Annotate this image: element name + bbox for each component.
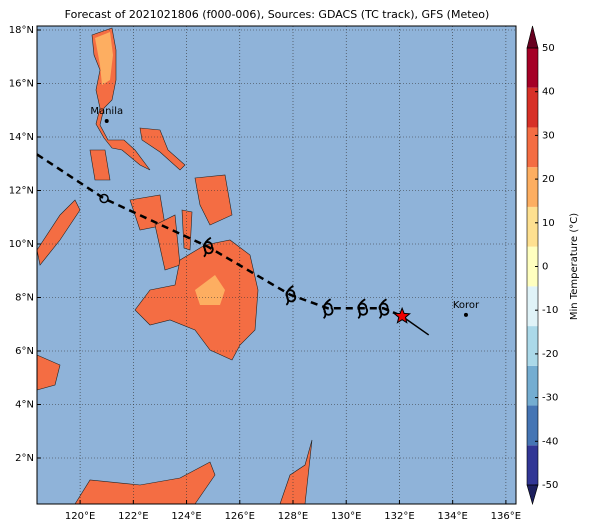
x-tick-label: 120°E — [65, 511, 95, 522]
colorbar-band — [527, 246, 538, 287]
x-tick-label: 136°E — [491, 511, 521, 522]
forecast-line — [401, 315, 430, 336]
map-frame — [36, 25, 517, 505]
colorbar-band — [527, 127, 538, 168]
colorbar-extend-high — [526, 25, 539, 49]
x-tick-label: 122°E — [118, 511, 148, 522]
x-tick-label: 128°E — [278, 511, 308, 522]
x-tick-label: 126°E — [225, 511, 255, 522]
track-line — [36, 153, 403, 318]
typhoon-symbol — [357, 298, 369, 319]
x-tick-label: 132°E — [384, 511, 414, 522]
colorbar-band — [527, 286, 538, 327]
city-label: Koror — [453, 300, 480, 311]
typhoon-symbol — [322, 298, 334, 319]
colorbar-band — [527, 365, 538, 406]
colorbar-extend-low — [526, 484, 539, 506]
colorbar-label: Min Temperature (°C) — [569, 213, 580, 320]
map-title: Forecast of 2021021806 (f000-006), Sourc… — [65, 8, 490, 21]
y-tick-label: 6°N — [15, 346, 34, 357]
colorbar-band — [527, 206, 538, 247]
colorbar-tick-label: 0 — [542, 262, 548, 273]
y-tick-label: 10°N — [9, 239, 34, 250]
typhoon-symbol — [285, 285, 297, 306]
track-point — [99, 193, 109, 204]
y-tick-label: 12°N — [9, 186, 34, 197]
colorbar-band — [527, 48, 538, 88]
colorbar-band — [527, 87, 538, 128]
colorbar-tick-label: 40 — [542, 87, 555, 98]
colorbar-tick-label: -20 — [542, 349, 558, 360]
x-tick-label: 134°E — [437, 511, 467, 522]
x-tick-label: 124°E — [171, 511, 201, 522]
colorbar-tick-label: -30 — [542, 393, 558, 404]
colorbar-tick-label: 30 — [542, 130, 555, 141]
colorbar-band — [527, 405, 538, 446]
current-position — [393, 306, 411, 324]
y-tick-label: 14°N — [9, 132, 34, 143]
y-tick-label: 2°N — [15, 453, 34, 464]
y-tick-label: 4°N — [15, 399, 34, 410]
typhoon-symbol — [378, 298, 390, 319]
typhoon-symbol — [203, 236, 214, 258]
city-marker — [463, 312, 468, 317]
colorbar-tick-label: -10 — [542, 305, 558, 316]
y-tick-label: 18°N — [9, 25, 34, 36]
colorbar-tick-label: -40 — [542, 436, 558, 447]
y-tick-label: 16°N — [9, 79, 34, 90]
colorbar-tick-label: 10 — [542, 218, 555, 229]
colorbar-band — [527, 167, 538, 207]
colorbar-band — [527, 445, 538, 485]
colorbar-tick-label: -50 — [542, 480, 558, 491]
ocean — [37, 26, 516, 504]
city-label: Manila — [90, 106, 123, 117]
city-marker — [104, 118, 109, 123]
y-tick-label: 8°N — [15, 292, 34, 303]
colorbar-band — [527, 326, 538, 366]
colorbar-tick-label: 50 — [542, 43, 555, 54]
colorbar-tick-label: 20 — [542, 174, 555, 185]
land — [36, 27, 313, 505]
x-tick-label: 130°E — [331, 511, 361, 522]
